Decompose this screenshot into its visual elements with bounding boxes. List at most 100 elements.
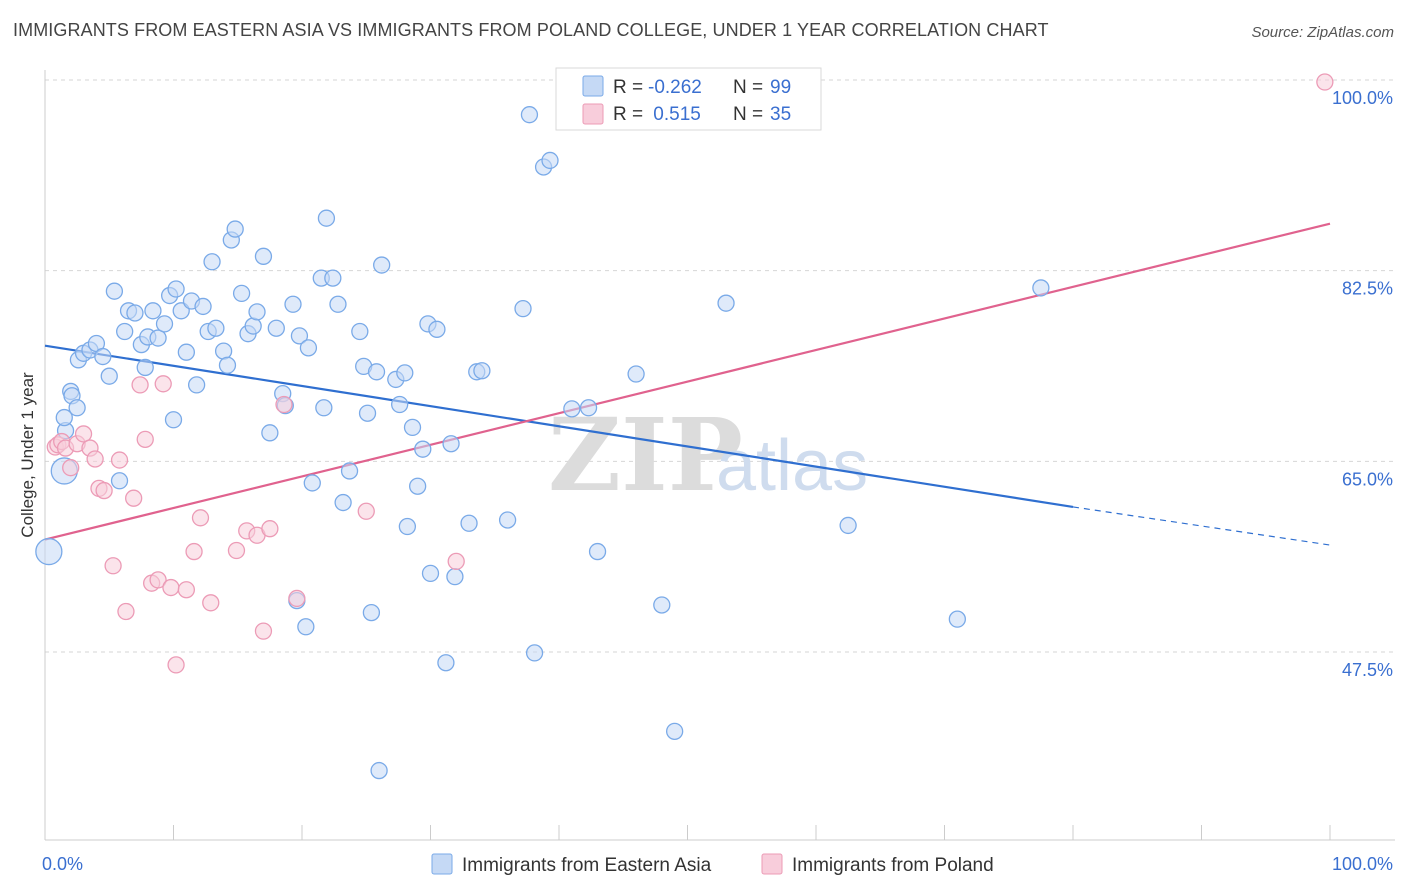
data-point-eastern-asia-97 — [839, 516, 857, 535]
data-point-poland-11 — [104, 557, 122, 575]
data-point-eastern-asia-13 — [105, 282, 124, 300]
data-point-eastern-asia-65 — [367, 363, 386, 381]
data-point-eastern-asia-70 — [396, 364, 414, 382]
data-point-eastern-asia-64 — [362, 603, 381, 622]
data-point-eastern-asia-42 — [248, 303, 266, 321]
chart-title: IMMIGRANTS FROM EASTERN ASIA VS IMMIGRAN… — [13, 20, 1049, 40]
data-point-eastern-asia-43 — [254, 247, 273, 265]
bottom-legend-label-poland: Immigrants from Poland — [792, 855, 994, 876]
data-point-eastern-asia-30 — [187, 376, 206, 394]
data-point-eastern-asia-19 — [136, 358, 154, 377]
grid-lines — [45, 79, 1395, 653]
data-point-eastern-asia-74 — [414, 440, 432, 458]
axes — [44, 70, 1395, 841]
legend-swatch-poland — [582, 103, 604, 125]
data-point-eastern-asia-78 — [437, 654, 455, 672]
data-point-eastern-asia-48 — [284, 295, 302, 313]
stats-r-value-2: 0.515 — [648, 104, 701, 125]
y-axis-title: College, Under 1 year — [18, 372, 37, 538]
data-point-eastern-asia-3 — [55, 408, 73, 427]
data-point-eastern-asia-0 — [35, 537, 63, 566]
data-point-eastern-asia-59 — [334, 493, 352, 512]
data-point-poland-22 — [177, 581, 196, 599]
data-point-eastern-asia-73 — [408, 477, 427, 495]
data-point-poland-21 — [167, 656, 185, 674]
y-tick-labels: 100.0% 82.5% 65.0% 47.5% — [1332, 88, 1393, 680]
data-point-eastern-asia-83 — [473, 362, 491, 380]
bottom-legend-label-eastern-asia: Immigrants from Eastern Asia — [462, 855, 712, 876]
data-point-poland-35 — [1316, 73, 1334, 91]
data-point-eastern-asia-6 — [68, 399, 86, 417]
data-point-eastern-asia-87 — [525, 644, 544, 662]
data-point-eastern-asia-77 — [428, 320, 446, 338]
data-point-poland-33 — [357, 502, 375, 520]
data-point-eastern-asia-72 — [403, 418, 422, 437]
stats-r-label-1: R = — [613, 77, 643, 98]
trend-line-1 — [44, 222, 1331, 541]
data-point-eastern-asia-92 — [588, 542, 607, 561]
data-point-eastern-asia-98 — [948, 610, 966, 628]
bottom-legend-swatch-poland — [761, 853, 783, 875]
data-point-poland-8 — [86, 450, 104, 468]
trend-line-0 — [44, 344, 1074, 509]
data-point-poland-24 — [191, 509, 210, 527]
stats-n-value-1: 99 — [770, 77, 791, 98]
stats-r-value-1: -0.262 — [648, 77, 702, 98]
x-tick-label-0: 0.0% — [42, 854, 83, 874]
data-point-poland-32 — [288, 589, 306, 608]
data-point-eastern-asia-61 — [351, 322, 369, 341]
data-point-eastern-asia-14 — [110, 472, 129, 490]
data-point-poland-31 — [275, 395, 293, 414]
data-point-eastern-asia-26 — [167, 280, 185, 298]
data-point-poland-20 — [162, 578, 180, 597]
data-point-eastern-asia-21 — [144, 302, 162, 320]
legend-swatch-eastern-asia — [582, 75, 604, 97]
data-point-eastern-asia-55 — [315, 399, 333, 417]
data-point-eastern-asia-94 — [653, 596, 671, 614]
data-point-eastern-asia-90 — [563, 400, 581, 418]
data-point-eastern-asia-53 — [303, 474, 321, 492]
data-point-eastern-asia-96 — [717, 294, 735, 312]
y-tick-label-2: 65.0% — [1342, 469, 1393, 489]
data-point-eastern-asia-99 — [1032, 279, 1050, 297]
data-point-poland-19 — [154, 375, 172, 393]
data-point-eastern-asia-76 — [421, 564, 440, 583]
data-point-poland-15 — [131, 376, 149, 394]
data-point-poland-23 — [185, 542, 203, 561]
data-point-eastern-asia-81 — [460, 514, 478, 532]
bottom-legend: Immigrants from Eastern Asia Immigrants … — [431, 853, 994, 876]
data-point-eastern-asia-80 — [446, 567, 464, 586]
data-point-poland-16 — [136, 430, 154, 449]
data-point-poland-10 — [95, 481, 113, 500]
data-point-eastern-asia-57 — [324, 269, 342, 287]
trend-line-extension-0 — [1072, 506, 1331, 546]
data-point-eastern-asia-38 — [226, 220, 244, 238]
stats-n-label-1: N = — [733, 77, 763, 98]
data-point-poland-6 — [74, 425, 93, 443]
data-point-eastern-asia-51 — [297, 618, 315, 636]
watermark-atlas: atlas — [716, 426, 868, 506]
data-point-eastern-asia-31 — [194, 297, 212, 316]
data-point-eastern-asia-23 — [155, 315, 174, 333]
data-point-eastern-asia-36 — [218, 356, 237, 374]
data-point-poland-4 — [62, 459, 80, 477]
data-point-eastern-asia-35 — [214, 342, 233, 360]
bottom-legend-swatch-eastern-asia — [431, 853, 453, 875]
watermark: ZIP atlas — [548, 396, 868, 514]
data-point-poland-14 — [125, 489, 143, 507]
data-point-eastern-asia-17 — [126, 304, 144, 322]
data-point-eastern-asia-50 — [290, 327, 309, 345]
y-tick-label-1: 82.5% — [1342, 279, 1393, 299]
data-point-eastern-asia-93 — [627, 365, 645, 383]
y-tick-label-0: 100.0% — [1332, 88, 1393, 108]
data-point-eastern-asia-12 — [100, 367, 118, 385]
data-point-poland-29 — [254, 622, 273, 640]
data-point-eastern-asia-28 — [177, 343, 196, 361]
data-point-eastern-asia-15 — [116, 322, 134, 341]
data-point-poland-12 — [110, 451, 129, 469]
data-point-eastern-asia-85 — [514, 299, 532, 318]
data-point-eastern-asia-86 — [520, 106, 539, 124]
data-point-poland-18 — [149, 571, 167, 589]
stats-n-label-2: N = — [733, 104, 763, 125]
